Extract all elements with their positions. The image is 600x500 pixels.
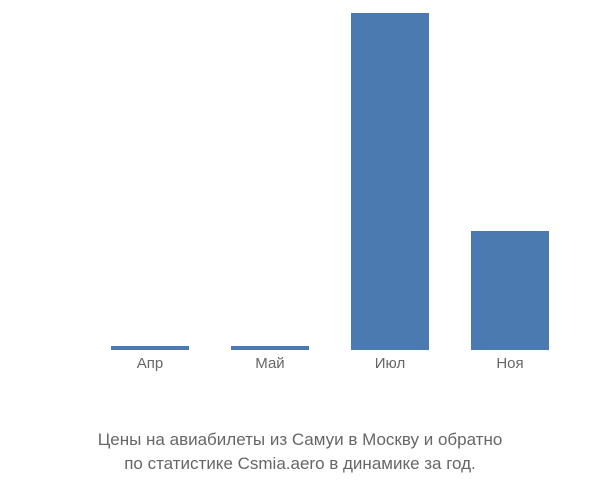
chart-caption-line-2: по статистике Csmia.aero в динамике за г… [0, 452, 600, 476]
bar-chart: Апр Май Июл Ноя [90, 10, 570, 380]
plot-area [90, 10, 570, 350]
bar [471, 231, 549, 350]
bar [231, 346, 309, 350]
x-tick-label: Июл [375, 355, 405, 372]
bar [351, 13, 429, 350]
x-axis-labels: Апр Май Июл Ноя [90, 355, 570, 380]
x-tick-label: Ноя [496, 355, 523, 372]
x-tick-label: Май [255, 355, 284, 372]
bar [111, 346, 189, 350]
x-tick-label: Апр [137, 355, 163, 372]
chart-caption-line-1: Цены на авиабилеты из Самуи в Москву и о… [0, 428, 600, 452]
